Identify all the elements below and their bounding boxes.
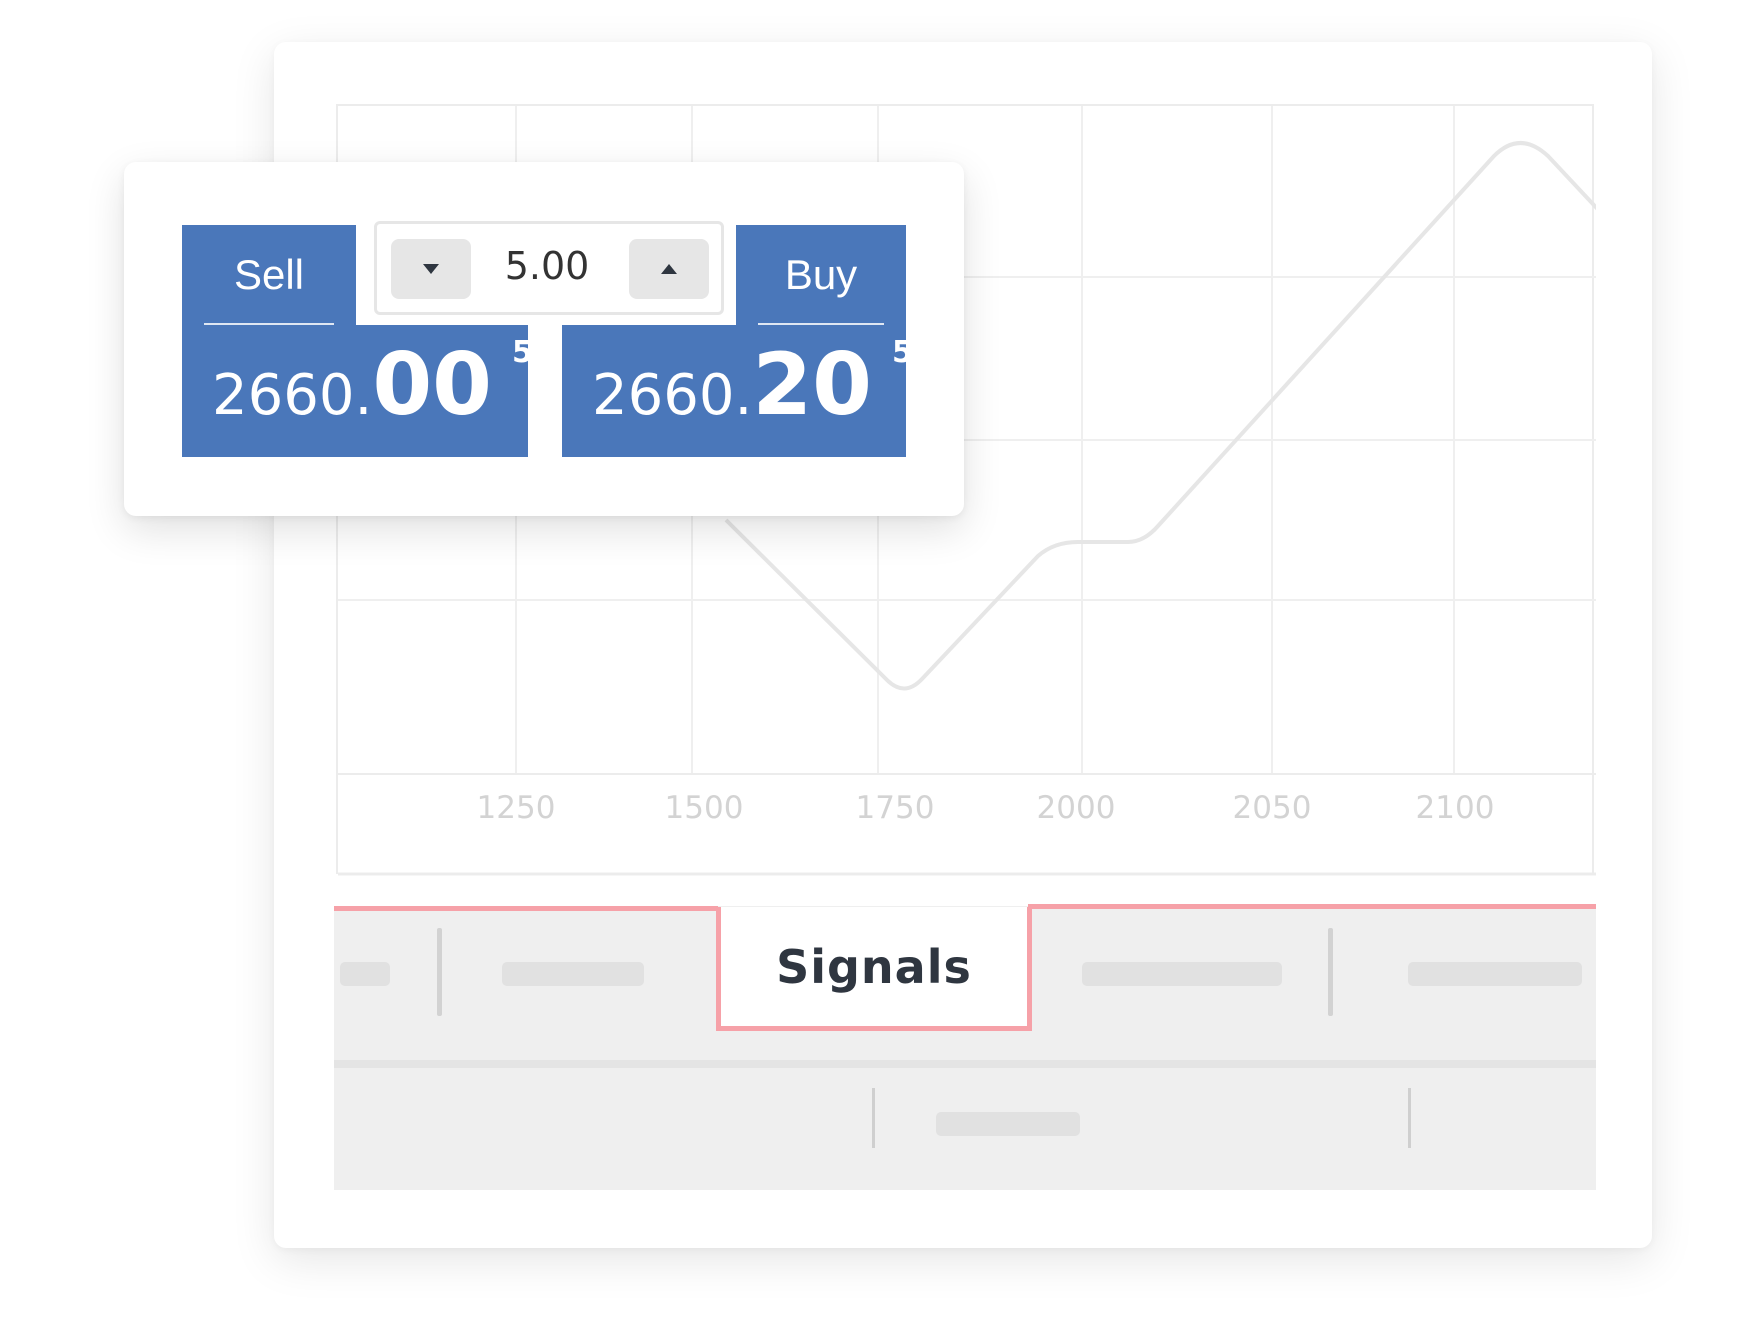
x-tick-label: 1250 — [476, 790, 556, 826]
quantity-decrease-button[interactable] — [391, 239, 471, 299]
column-divider — [1408, 1088, 1411, 1148]
buy-label: Buy — [784, 251, 858, 298]
buy-price-frac: 20 — [752, 335, 873, 435]
sell-button-header[interactable]: Sell — [182, 225, 356, 325]
triangle-up-icon — [661, 264, 677, 274]
column-divider — [872, 1088, 875, 1148]
sell-label: Sell — [233, 251, 305, 298]
tab-strip-border — [1028, 904, 1596, 909]
price-line — [724, 141, 1596, 691]
tab-placeholder[interactable] — [1408, 962, 1582, 986]
buy-price-int: 2660. — [592, 363, 753, 428]
quantity-input[interactable]: 5.00 — [504, 244, 590, 288]
row-placeholder — [936, 1112, 1080, 1136]
tab-divider — [1328, 928, 1333, 1016]
panel-separator — [334, 1060, 1596, 1068]
sell-underline — [204, 323, 334, 325]
sell-price: 2660.00 5 — [212, 335, 533, 435]
buy-button-header[interactable]: Buy — [736, 225, 906, 325]
tab-placeholder[interactable] — [1082, 962, 1282, 986]
x-tick-label: 2000 — [1036, 790, 1116, 826]
tab-divider — [437, 928, 442, 1016]
x-tick-label: 2050 — [1232, 790, 1312, 826]
tab-signals-label: Signals — [776, 939, 972, 994]
tab-placeholder[interactable] — [340, 962, 390, 986]
quantity-stepper: 5.00 — [374, 221, 724, 315]
buy-price-pip: 5 — [892, 335, 913, 370]
tab-placeholder[interactable] — [502, 962, 644, 986]
buy-price: 2660.20 5 — [592, 335, 913, 435]
quantity-increase-button[interactable] — [629, 239, 709, 299]
sell-price-int: 2660. — [212, 363, 373, 428]
sell-button[interactable]: 2660.00 5 — [182, 325, 533, 457]
buy-button[interactable]: 2660.20 5 — [562, 325, 913, 457]
x-tick-label: 1750 — [855, 790, 935, 826]
buy-underline — [758, 323, 884, 325]
tab-signals[interactable]: Signals — [716, 907, 1032, 1031]
triangle-down-icon — [423, 264, 439, 274]
sell-price-pip: 5 — [512, 335, 533, 370]
sell-price-frac: 00 — [372, 335, 493, 435]
tab-strip-border — [334, 906, 718, 911]
x-tick-label: 1500 — [664, 790, 744, 826]
x-tick-label: 2100 — [1415, 790, 1495, 826]
